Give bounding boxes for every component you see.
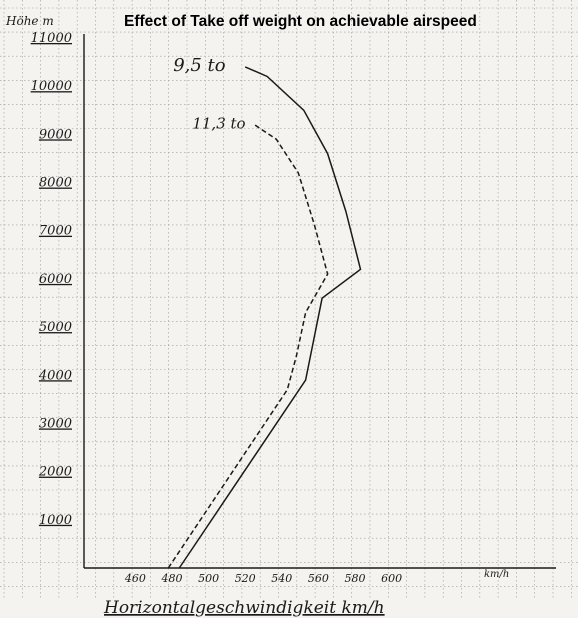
y-axis-label: Höhe m [5, 14, 54, 28]
grid [0, 0, 578, 600]
series-line-1 [178, 66, 362, 569]
x-tick-label: 600 [381, 572, 402, 585]
series-lines [167, 66, 362, 569]
x-tick-label: 480 [161, 572, 183, 585]
y-tick-label: 3000 [39, 416, 72, 431]
series-label-2: 11,3 to [192, 115, 245, 133]
y-tick-label: 7000 [39, 224, 72, 239]
x-tick-label: 500 [198, 572, 219, 585]
chart-title: Effect of Take off weight on achievable … [124, 13, 477, 30]
y-tick-label: 9000 [39, 127, 72, 142]
y-tick-label: 1000 [39, 513, 72, 528]
y-tick-label: 4000 [38, 368, 72, 383]
x-tick-label: 520 [235, 572, 256, 585]
y-tick-label: 11000 [31, 31, 72, 46]
series-line-2 [167, 124, 329, 569]
axes [83, 34, 556, 569]
tick-labels: 460 480 500 520 540 560 580 600 km/h 1000 2000 3000… [31, 31, 510, 585]
x-tick-label: 580 [345, 572, 366, 585]
series-labels: 9,5 to 11,3 to [173, 55, 245, 133]
y-tick-label: 2000 [38, 465, 72, 480]
y-tick-label: 10000 [31, 79, 72, 94]
y-tick-label: 8000 [39, 176, 72, 191]
x-tick-label: 540 [271, 572, 292, 585]
x-tick-label: 460 [124, 572, 146, 585]
series-label-1: 9,5 to [173, 55, 226, 76]
x-unit-label: km/h [484, 569, 509, 580]
x-axis-label: Horizontalgeschwindigkeit km/h [103, 598, 385, 618]
x-tick-label: 560 [308, 572, 329, 585]
y-tick-label: 5000 [39, 320, 72, 335]
y-tick-label: 6000 [39, 272, 72, 287]
